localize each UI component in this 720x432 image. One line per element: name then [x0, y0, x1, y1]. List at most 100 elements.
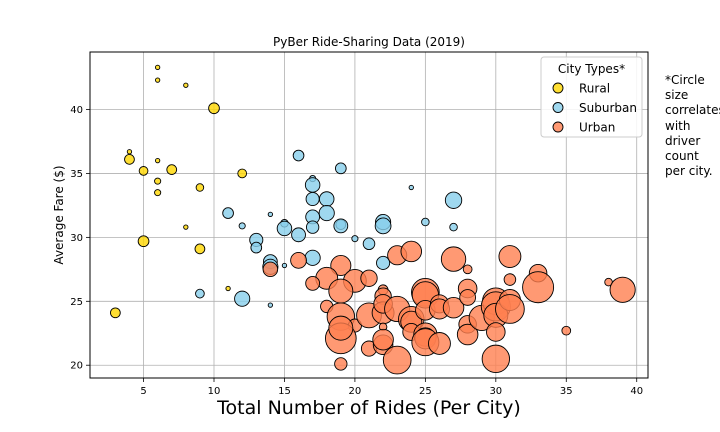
urban-point: [503, 273, 517, 286]
suburban-point: [362, 237, 376, 251]
urban-point: [486, 322, 506, 342]
urban-point: [400, 240, 423, 263]
x-tick-label: 30: [489, 386, 502, 397]
suburban-point: [408, 184, 414, 191]
urban-point: [440, 246, 467, 272]
urban-point: [462, 264, 473, 275]
plot-frame: [89, 51, 649, 379]
urban-point: [428, 332, 451, 355]
rural-point: [237, 168, 248, 179]
urban-point: [382, 345, 412, 375]
suburban-point: [291, 227, 306, 243]
suburban-point: [334, 162, 347, 175]
rural-point: [137, 235, 150, 248]
urban-point: [262, 261, 279, 278]
rural-point: [138, 166, 149, 176]
y-axis-label: Average Fare ($): [52, 165, 66, 264]
suburban-point: [305, 220, 320, 234]
urban-point: [495, 294, 525, 324]
x-tick-label: 35: [560, 386, 573, 397]
suburban-point: [250, 241, 263, 254]
urban-point: [609, 276, 636, 303]
x-tick-label: 5: [140, 386, 146, 397]
urban-point: [372, 328, 394, 351]
suburban-point: [234, 290, 251, 307]
urban-point: [522, 271, 555, 304]
legend-label-suburban: Suburban: [579, 101, 637, 115]
y-tick-label: 30: [70, 233, 83, 244]
y-tick-label: 35: [70, 169, 83, 180]
suburban-point: [222, 207, 234, 219]
urban-point: [456, 323, 479, 346]
suburban-point: [238, 222, 246, 230]
urban-point: [334, 357, 348, 371]
urban-point: [290, 252, 307, 269]
suburban-point: [195, 288, 205, 299]
size-note: *Circle size correlates with driver coun…: [665, 73, 720, 179]
urban-point: [481, 344, 510, 373]
y-ticks: 20 25 30 35 40: [70, 105, 90, 372]
urban-point: [442, 296, 465, 319]
y-tick-label: 40: [70, 105, 83, 116]
rural-point: [225, 285, 231, 292]
suburban-point: [376, 255, 391, 270]
suburban-point: [304, 249, 321, 266]
urban-point: [330, 254, 352, 277]
rural-point: [195, 183, 205, 192]
legend-marker-urban: [552, 121, 564, 133]
suburban-point: [449, 222, 458, 232]
legend-title: City Types*: [558, 62, 625, 76]
x-tick-label: 10: [208, 386, 221, 397]
data-points: [110, 64, 636, 375]
urban-point: [360, 269, 378, 287]
legend-marker-suburban: [552, 102, 564, 113]
rural-point: [208, 102, 220, 115]
rural-point: [154, 189, 162, 197]
legend: City Types* Rural Suburban Urban: [540, 56, 643, 138]
x-tick-label: 20: [349, 386, 362, 397]
x-tick-label: 25: [419, 386, 432, 397]
suburban-point: [333, 218, 349, 234]
urban-point: [459, 289, 476, 306]
suburban-point: [304, 177, 321, 193]
x-tick-label: 15: [278, 386, 291, 397]
chart-title: PyBer Ride-Sharing Data (2019): [273, 35, 465, 49]
suburban-point: [276, 220, 293, 237]
rural-point: [154, 158, 161, 164]
urban-point: [328, 278, 354, 304]
rural-point: [194, 243, 206, 255]
suburban-point: [444, 191, 463, 209]
urban-point: [305, 276, 321, 291]
suburban-point: [351, 235, 359, 243]
suburban-point: [318, 205, 335, 222]
suburban-point: [374, 217, 392, 235]
legend-label-urban: Urban: [579, 121, 615, 135]
urban-point: [561, 325, 572, 336]
urban-point: [328, 315, 354, 341]
y-tick-label: 20: [70, 361, 83, 372]
y-tick-label: 25: [70, 297, 83, 308]
rural-point: [154, 177, 162, 185]
rural-point: [124, 154, 135, 165]
x-ticks: 5 10 15 20 25 30 35 40: [140, 378, 643, 397]
legend-marker-rural: [552, 82, 564, 94]
urban-point: [498, 245, 522, 268]
suburban-point: [267, 302, 274, 308]
suburban-point: [281, 262, 288, 269]
suburban-point: [318, 191, 335, 207]
rural-point: [110, 307, 121, 319]
rural-point: [154, 77, 161, 83]
suburban-point: [292, 149, 305, 162]
x-tick-label: 40: [630, 386, 643, 397]
legend-label-rural: Rural: [579, 82, 610, 96]
rural-point: [154, 64, 161, 70]
rural-point: [183, 224, 189, 230]
rural-point: [183, 82, 189, 88]
suburban-point: [421, 217, 430, 227]
suburban-point: [305, 191, 320, 207]
x-axis-label: Total Number of Rides (Per City): [216, 397, 521, 419]
rural-point: [166, 164, 178, 175]
suburban-point: [267, 211, 274, 218]
rural-point: [126, 149, 133, 155]
